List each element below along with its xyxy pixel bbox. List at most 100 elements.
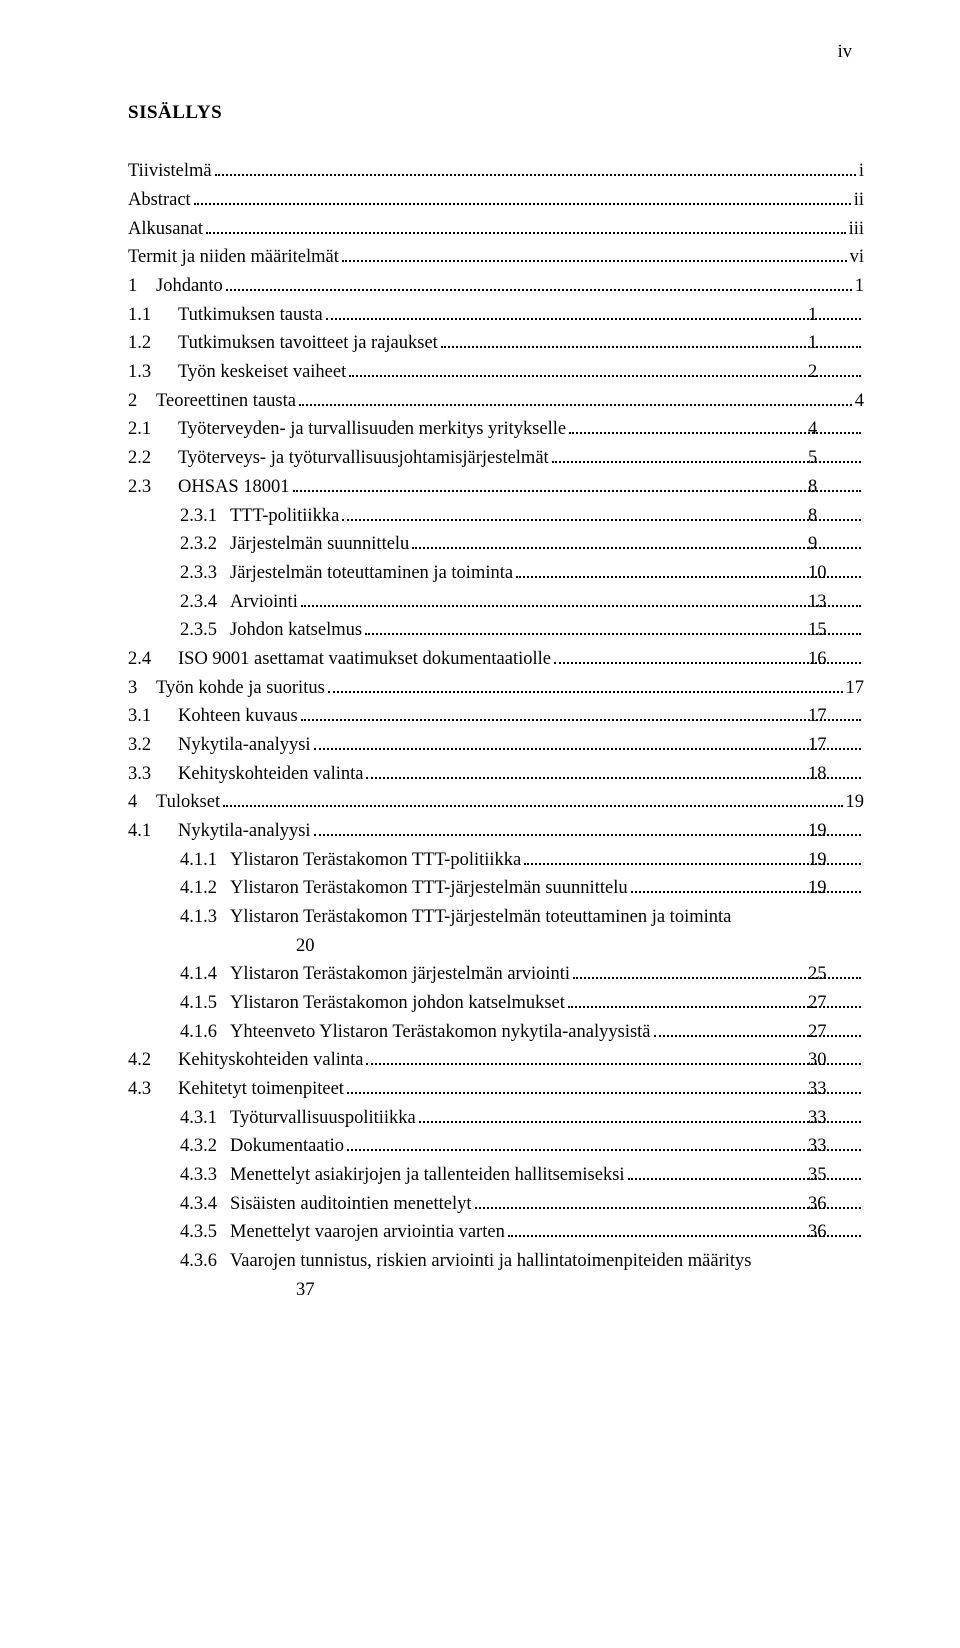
toc-entry-label: 3.1Kohteen kuvaus [184, 702, 298, 731]
toc-entry: 4.1.1Ylistaron Terästakomon TTT-politiik… [128, 846, 864, 875]
toc-entry-title: TTT-politiikka [230, 506, 339, 526]
toc-entry-title: Menettelyt vaarojen arviointia varten [230, 1222, 505, 1242]
toc-entry-number: 4.3.6 [180, 1247, 230, 1276]
toc-entry-number: 2 [128, 387, 156, 416]
toc-entry-title: Arviointi [230, 592, 298, 612]
toc-entry-title: Tiivistelmä [128, 161, 212, 181]
toc-entry-label: 4.3.2Dokumentaatio [236, 1132, 344, 1161]
toc-entry-label: 1.3Työn keskeiset vaiheet [184, 358, 346, 387]
toc-entry-title: Työn keskeiset vaiheet [178, 362, 346, 382]
toc-entry-label: 3Työn kohde ja suoritus [128, 674, 325, 703]
toc-entry-title: Työturvallisuuspolitiikka [230, 1108, 416, 1128]
toc-leader-dots [223, 805, 842, 807]
toc-entry: 4.3.4Sisäisten auditointien menettelyt36 [128, 1190, 864, 1219]
toc-entry: 3Työn kohde ja suoritus 17 [128, 674, 864, 703]
toc-entry-title: Alkusanat [128, 219, 203, 239]
toc-entry-number: 2.3 [128, 473, 178, 502]
toc-entry-label: 4.3.3Menettelyt asiakirjojen ja tallente… [236, 1161, 625, 1190]
toc-entry-number: 1.1 [128, 301, 178, 330]
toc-entry-title: Yhteenveto Ylistaron Terästakomon nykyti… [230, 1022, 651, 1042]
toc-entry-page: iii [849, 215, 864, 244]
toc-entry-label: 3.3Kehityskohteiden valinta [184, 760, 363, 789]
toc-entry: 4.3.3Menettelyt asiakirjojen ja tallente… [128, 1161, 864, 1190]
toc-entry-title: Tutkimuksen tavoitteet ja rajaukset [178, 333, 438, 353]
toc-entry-title: Ylistaron Terästakomon johdon katselmuks… [230, 993, 565, 1013]
toc-leader-dots [215, 174, 856, 176]
toc-entry: 4.1.3Ylistaron Terästakomon TTT-järjeste… [128, 903, 864, 932]
toc-entry-title: Teoreettinen tausta [156, 391, 296, 411]
toc-entry-title: Nykytila-analyysi [178, 821, 311, 841]
toc-entry-continuation: 20 [128, 932, 864, 961]
toc-leader-dots [328, 691, 843, 693]
toc-entry-number: 1.2 [128, 329, 178, 358]
toc-entry-number: 4.1 [128, 817, 178, 846]
toc-entry: 3.2Nykytila-analyysi17 [128, 731, 864, 760]
toc-entry: 2.3.5Johdon katselmus15 [128, 616, 864, 645]
toc-leader-dots [342, 260, 847, 262]
toc-entry-number: 1 [128, 272, 156, 301]
toc-entry-title: Kehityskohteiden valinta [178, 764, 363, 784]
toc-entry-number: 4.1.1 [180, 846, 230, 875]
toc-entry-label: Tiivistelmä [128, 157, 212, 186]
toc-entry-number: 3.1 [128, 702, 178, 731]
toc-leader-dots [301, 605, 861, 607]
toc-entry-number: 3.3 [128, 760, 178, 789]
toc-entry-label: 4.3.1Työturvallisuuspolitiikka [236, 1104, 416, 1133]
toc-entry: 2Teoreettinen tausta 4 [128, 387, 864, 416]
toc-entry: 2.3.1TTT-politiikka8 [128, 502, 864, 531]
toc-entry: 4.1.5Ylistaron Terästakomon johdon katse… [128, 989, 864, 1018]
toc-entry-number: 2.3.4 [180, 588, 230, 617]
toc-entry-label: 4.1.1Ylistaron Terästakomon TTT-politiik… [236, 846, 521, 875]
toc-entry-title: Termit ja niiden määritelmät [128, 247, 339, 267]
toc-entry-label: 2.3OHSAS 18001 [184, 473, 290, 502]
toc-entry: 4.1.4Ylistaron Terästakomon järjestelmän… [128, 960, 864, 989]
toc-entry-page: i [859, 157, 864, 186]
toc-leader-dots [654, 1035, 861, 1037]
toc-entry-page: 17 [846, 674, 865, 703]
toc-entry-title: Tulokset [156, 792, 220, 812]
toc-entry-label: 4.3Kehitetyt toimenpiteet [184, 1075, 344, 1104]
toc-entry-title: Tutkimuksen tausta [178, 305, 323, 325]
toc-entry: 4.3.5Menettelyt vaarojen arviointia vart… [128, 1218, 864, 1247]
toc-leader-dots [226, 289, 852, 291]
toc-entry-label: 4Tulokset [128, 788, 220, 817]
toc-leader-dots [293, 490, 861, 492]
toc-entry-number: 4.1.5 [180, 989, 230, 1018]
toc-entry: 1.3Työn keskeiset vaiheet2 [128, 358, 864, 387]
toc-entry: 4.2Kehityskohteiden valinta30 [128, 1046, 864, 1075]
toc-leader-dots [342, 519, 861, 521]
toc-entry: 1.1Tutkimuksen tausta1 [128, 301, 864, 330]
toc-entry-title: Työterveyden- ja turvallisuuden merkitys… [178, 419, 566, 439]
toc-entry-label: 4.3.5Menettelyt vaarojen arviointia vart… [236, 1218, 505, 1247]
toc-entry-number: 4.2 [128, 1046, 178, 1075]
toc-entry-title: Kehityskohteiden valinta [178, 1050, 363, 1070]
toc-entry-number: 2.1 [128, 415, 178, 444]
toc-leader-dots [206, 232, 846, 234]
toc-entry-label: 4.1.5Ylistaron Terästakomon johdon katse… [236, 989, 565, 1018]
toc-entry-number: 4.1.4 [180, 960, 230, 989]
toc-entry-label: 4.3.4Sisäisten auditointien menettelyt [236, 1190, 472, 1219]
toc-entry-title: Abstract [128, 190, 191, 210]
toc-entry-label: 1Johdanto [128, 272, 223, 301]
toc-entry-label: Abstract [128, 186, 191, 215]
toc-entry: 3.3Kehityskohteiden valinta18 [128, 760, 864, 789]
toc-entry: 1Johdanto1 [128, 272, 864, 301]
toc-entry-title: Dokumentaatio [230, 1136, 344, 1156]
toc-entry-number: 2.2 [128, 444, 178, 473]
toc-entry-label: 4.3.6Vaarojen tunnistus, riskien arvioin… [236, 1247, 751, 1276]
toc-entry-number: 4.3.2 [180, 1132, 230, 1161]
toc-leader-dots [349, 375, 861, 377]
toc-leader-dots [366, 1063, 861, 1065]
toc-entry-label: 4.2Kehityskohteiden valinta [184, 1046, 363, 1075]
toc-entry-number: 2.4 [128, 645, 178, 674]
toc-entry-label: 4.1.2Ylistaron Terästakomon TTT-järjeste… [236, 874, 628, 903]
toc-leader-dots [366, 777, 861, 779]
toc-leader-dots [365, 633, 861, 635]
toc-entry-label: Alkusanat [128, 215, 203, 244]
toc-entry-label: 2.4ISO 9001 asettamat vaatimukset dokume… [184, 645, 551, 674]
toc-entry-title: Johdanto [156, 276, 223, 296]
toc-entry-number: 3 [128, 674, 156, 703]
toc-entry-label: Termit ja niiden määritelmät [128, 243, 339, 272]
toc-entry-page: 4 [855, 387, 864, 416]
toc-entry-title: Ylistaron Terästakomon järjestelmän arvi… [230, 964, 570, 984]
